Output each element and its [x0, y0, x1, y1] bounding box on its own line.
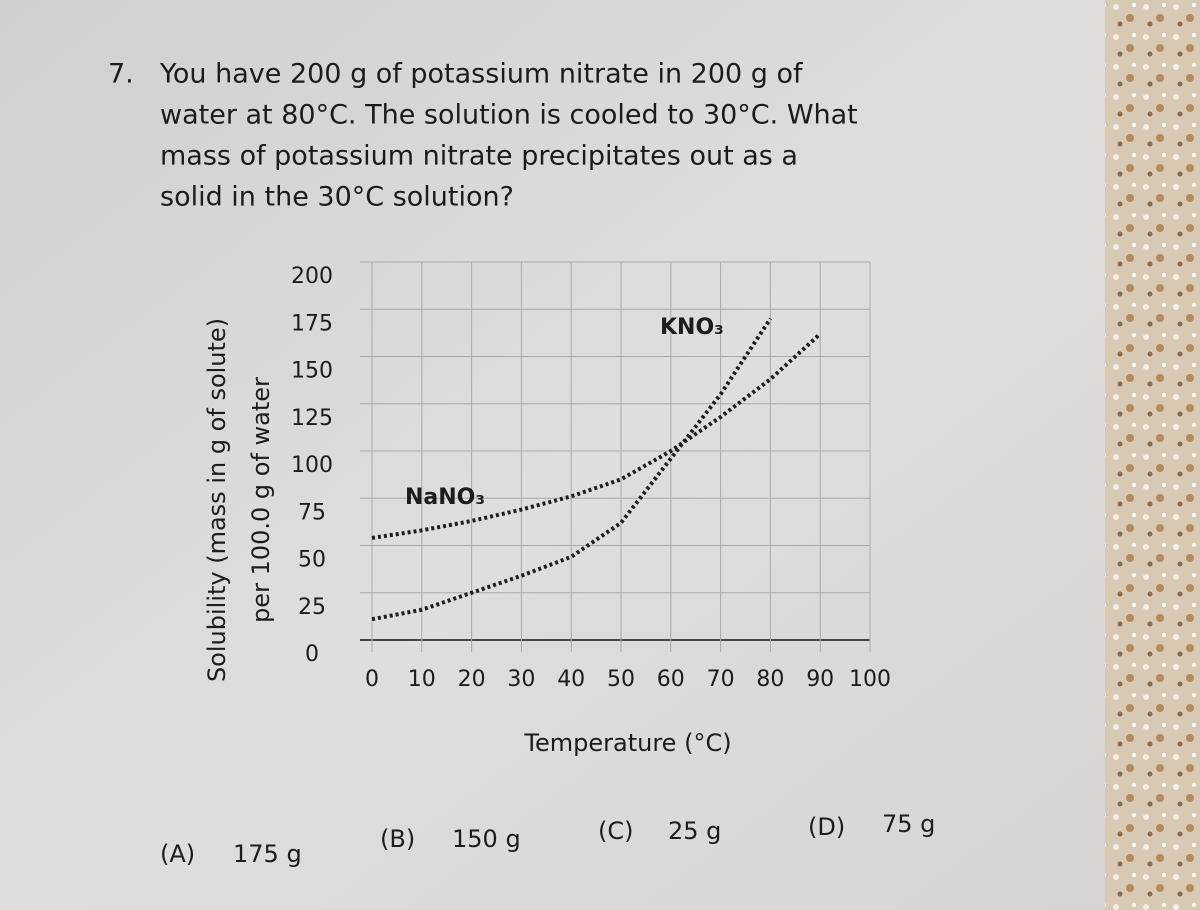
option-text: 150 g: [452, 825, 521, 853]
y-tick-label: 75: [298, 500, 326, 525]
question-line: solid in the 30°C solution?: [160, 182, 514, 213]
y-tick-label: 125: [291, 406, 333, 431]
y-tick-label: 100: [291, 453, 333, 478]
countertop: [1105, 0, 1200, 910]
x-axis-label: Temperature (°C): [523, 729, 731, 757]
question-line: You have 200 g of potassium nitrate in 2…: [159, 59, 804, 90]
option-letter: (A): [160, 840, 195, 868]
series-label: NaNO₃: [405, 485, 485, 510]
option-letter: (B): [380, 825, 415, 853]
question-line: water at 80°C. The solution is cooled to…: [160, 100, 858, 131]
y-tick-label: 200: [291, 264, 333, 289]
x-tick-label: 80: [756, 667, 784, 692]
series-label: KNO₃: [660, 315, 724, 340]
x-tick-label: 50: [607, 667, 635, 692]
x-tick-label: 0: [365, 667, 379, 692]
option-text: 75 g: [882, 810, 935, 838]
x-tick-label: 60: [657, 667, 685, 692]
option-letter: (D): [808, 813, 845, 841]
y-tick-label: 150: [291, 359, 333, 384]
y-tick-label: 175: [291, 311, 333, 336]
series-line: [371, 317, 773, 622]
y-tick-label: 50: [298, 548, 326, 573]
x-tick-label: 30: [507, 667, 535, 692]
x-tick-label: 100: [849, 667, 891, 692]
x-tick-label: 90: [806, 667, 834, 692]
y-axis-label: per 100.0 g of water: [247, 377, 275, 623]
x-tick-label: 20: [458, 667, 486, 692]
option-text: 175 g: [233, 840, 302, 868]
y-tick-label: 25: [298, 595, 326, 620]
x-tick-label: 10: [408, 667, 436, 692]
question-line: mass of potassium nitrate precipitates o…: [160, 141, 798, 172]
option-text: 25 g: [668, 817, 721, 845]
x-tick-label: 70: [707, 667, 735, 692]
series-line: [371, 332, 822, 540]
question-number: 7.: [108, 59, 134, 90]
option-letter: (C): [598, 817, 633, 845]
y-tick-label: 0: [305, 642, 319, 667]
y-axis-label: Solubility (mass in g of solute): [203, 318, 231, 682]
x-tick-label: 40: [557, 667, 585, 692]
